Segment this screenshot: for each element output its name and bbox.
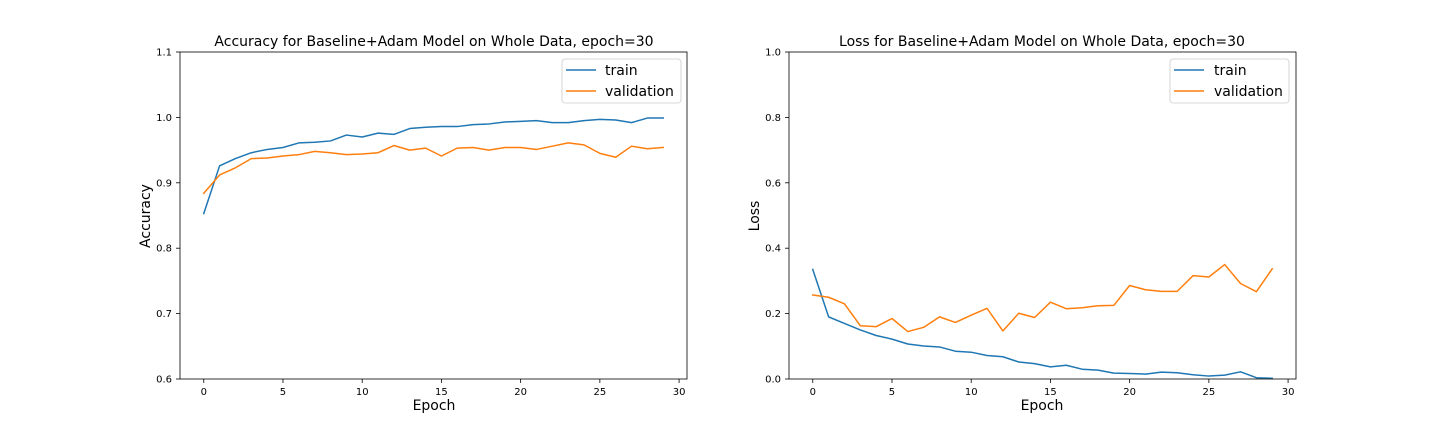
loss-ytick-label: 0.4	[765, 244, 781, 255]
accuracy-x-axis-label: Epoch	[413, 398, 456, 414]
accuracy-ytick-label: 0.7	[156, 309, 172, 320]
accuracy-ytick-label: 1.1	[156, 48, 172, 59]
loss-ytick-label: 0.8	[765, 113, 781, 124]
accuracy-xtick-label: 20	[514, 387, 527, 398]
accuracy-legend-validation-label: validation	[605, 84, 674, 100]
accuracy-ytick-label: 1.0	[156, 113, 172, 124]
loss-xtick-label: 10	[965, 387, 978, 398]
loss-chart-title: Loss for Baseline+Adam Model on Whole Da…	[839, 34, 1245, 50]
accuracy-ytick-label: 0.8	[156, 244, 172, 255]
accuracy-xtick-label: 0	[201, 387, 207, 398]
accuracy-plot-area	[202, 117, 665, 215]
loss-ytick-label: 0.2	[765, 309, 781, 320]
accuracy-ytick-label: 0.9	[156, 178, 172, 189]
accuracy-xtick-label: 5	[280, 387, 286, 398]
accuracy-chart: Accuracy for Baseline+Adam Model on Whol…	[138, 34, 688, 414]
accuracy-xtick-label: 15	[435, 387, 448, 398]
loss-ytick-label: 1.0	[765, 48, 781, 59]
accuracy-y-axis-label: Accuracy	[138, 184, 154, 248]
accuracy-xtick-label: 25	[593, 387, 606, 398]
accuracy-legend: train validation	[561, 58, 682, 104]
loss-plot-area	[811, 263, 1274, 380]
accuracy-y-ticks: 0.6 0.7 0.8 0.9 1.0 1.1	[156, 48, 180, 386]
loss-y-axis-label: Loss	[747, 201, 763, 232]
accuracy-axes-frame	[179, 51, 688, 380]
loss-xtick-label: 25	[1202, 387, 1215, 398]
loss-xtick-label: 30	[1282, 387, 1295, 398]
loss-x-axis-label: Epoch	[1021, 398, 1064, 414]
accuracy-xtick-label: 30	[673, 387, 686, 398]
loss-legend: train validation	[1169, 58, 1290, 104]
loss-xtick-label: 20	[1123, 387, 1136, 398]
loss-validation-line	[811, 263, 1274, 333]
loss-ytick-label: 0.0	[765, 375, 781, 386]
loss-chart: Loss for Baseline+Adam Model on Whole Da…	[747, 34, 1297, 414]
loss-axes-frame	[788, 51, 1297, 380]
accuracy-chart-title: Accuracy for Baseline+Adam Model on Whol…	[214, 34, 653, 50]
loss-xtick-label: 15	[1044, 387, 1057, 398]
accuracy-legend-train-label: train	[605, 63, 638, 79]
accuracy-xtick-label: 10	[356, 387, 369, 398]
loss-legend-train-label: train	[1214, 63, 1247, 79]
accuracy-train-line	[202, 117, 664, 215]
loss-train-line	[811, 268, 1274, 380]
loss-ytick-label: 0.6	[765, 178, 781, 189]
accuracy-validation-line	[202, 142, 665, 195]
loss-y-ticks: 0.0 0.2 0.4 0.6 0.8 1.0	[765, 48, 789, 386]
loss-xtick-label: 0	[810, 387, 816, 398]
loss-x-ticks: 0 5 10 15 20 25 30	[810, 379, 1295, 398]
loss-legend-validation-label: validation	[1214, 84, 1283, 100]
accuracy-x-ticks: 0 5 10 15 20 25 30	[201, 379, 686, 398]
accuracy-ytick-label: 0.6	[156, 375, 172, 386]
loss-xtick-label: 5	[889, 387, 895, 398]
